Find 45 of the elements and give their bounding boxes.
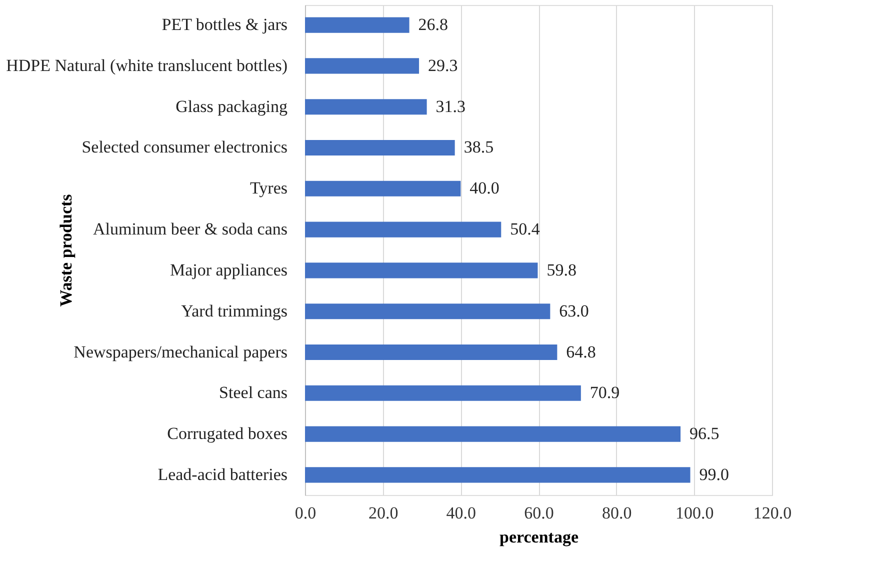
y-axis-title: Waste products <box>56 194 76 307</box>
x-tick-label: 100.0 <box>676 504 714 522</box>
x-tick-label: 80.0 <box>602 504 632 522</box>
data-label: 96.5 <box>690 424 720 444</box>
data-label: 63.0 <box>559 301 589 320</box>
y-tick-label: Newspapers/mechanical papers <box>74 342 288 362</box>
y-tick-label: Selected consumer electronics <box>82 138 288 157</box>
data-label: 38.5 <box>464 138 494 157</box>
x-tick-label: 60.0 <box>524 504 554 522</box>
y-tick-label: Aluminum beer & soda cans <box>92 220 288 239</box>
x-tick-label: 40.0 <box>446 504 476 522</box>
data-label: 59.8 <box>546 260 576 280</box>
bar <box>305 304 550 320</box>
y-tick-label: Steel cans <box>219 383 288 402</box>
data-label: 99.0 <box>699 464 730 484</box>
data-label: 50.4 <box>510 220 540 239</box>
bar <box>305 426 681 442</box>
x-tick-label: 120.0 <box>753 504 792 522</box>
y-tick-label: PET bottles & jars <box>162 15 288 34</box>
data-label: 64.8 <box>566 342 596 362</box>
bar <box>305 140 455 156</box>
x-tick-label: 0.0 <box>294 504 316 522</box>
y-tick-label: Corrugated boxes <box>167 424 288 444</box>
bar <box>305 262 538 278</box>
bar <box>305 344 558 360</box>
y-tick-label: Major appliances <box>170 260 288 280</box>
bar <box>305 222 502 238</box>
x-tick-label: 20.0 <box>368 504 398 522</box>
bar <box>305 99 427 115</box>
x-axis-title: percentage <box>500 528 579 546</box>
bar <box>305 58 420 74</box>
y-tick-label: Yard trimmings <box>181 301 288 320</box>
y-tick-label: HDPE Natural (white translucent bottles) <box>6 56 288 75</box>
y-tick-label: Tyres <box>250 178 288 198</box>
data-label: 31.3 <box>436 96 466 116</box>
data-label: 29.3 <box>428 56 458 75</box>
bar <box>305 180 461 196</box>
bar <box>305 17 410 33</box>
bar <box>305 467 690 483</box>
data-label: 40.0 <box>470 178 500 198</box>
data-label: 70.9 <box>590 383 620 402</box>
bar <box>305 385 581 401</box>
data-label: 26.8 <box>418 15 448 34</box>
y-tick-label: Lead-acid batteries <box>158 464 288 484</box>
y-tick-label: Glass packaging <box>176 96 288 116</box>
